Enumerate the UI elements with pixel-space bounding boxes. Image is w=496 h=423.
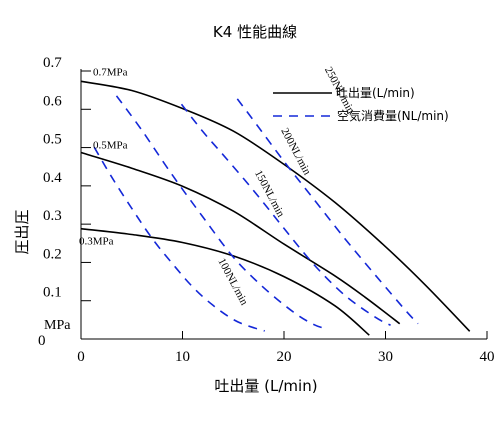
x-tick-label: 10 [175,349,190,365]
y-unit-label: MPa [44,318,71,333]
legend-label: 吐出量(L/min) [336,86,415,100]
y-axis-label: 圧出圧 [13,209,31,254]
y-tick-label: 0.2 [43,246,62,262]
y-tick-label: 0.4 [43,170,62,186]
discharge-curve-0.7mpa [80,80,471,332]
x-tick-label: 40 [480,349,495,365]
y-tick-label: 0.7 [43,55,62,71]
x-tick-label: 30 [378,349,393,365]
x-tick-label: 0 [77,349,85,365]
air-curve-150nl/min [115,95,328,330]
y-tick-label: 0.1 [43,285,62,301]
chart-title: K4 性能曲線 [213,23,297,41]
y-tick-label: 0.3 [43,208,62,224]
air-curve-label: 200NL/min [278,126,313,177]
discharge-curve-0.3mpa [80,227,370,336]
air-curve-200nl/min [180,103,391,326]
air-curve-label: 100NL/min [215,256,250,307]
y-tick-label: 0.6 [43,93,62,109]
discharge-curve-0.5mpa [80,151,401,325]
y-tick-label: 0.5 [43,132,62,148]
legend: 吐出量(L/min) 空気消費量(NL/min) [273,86,449,123]
origin-label: 0 [38,333,46,349]
discharge-curve-label: 0.3MPa [79,236,114,248]
x-axis-label: 吐出量 (L/min) [214,377,317,395]
discharge-curve-label: 0.7MPa [93,66,128,78]
legend-label: 空気消費量(NL/min) [337,108,449,123]
air-curve-100nl/min [93,146,265,332]
x-tick-label: 20 [277,349,292,365]
air-curve-250nl/min [236,98,419,325]
discharge-curve-label: 0.5MPa [93,140,128,152]
